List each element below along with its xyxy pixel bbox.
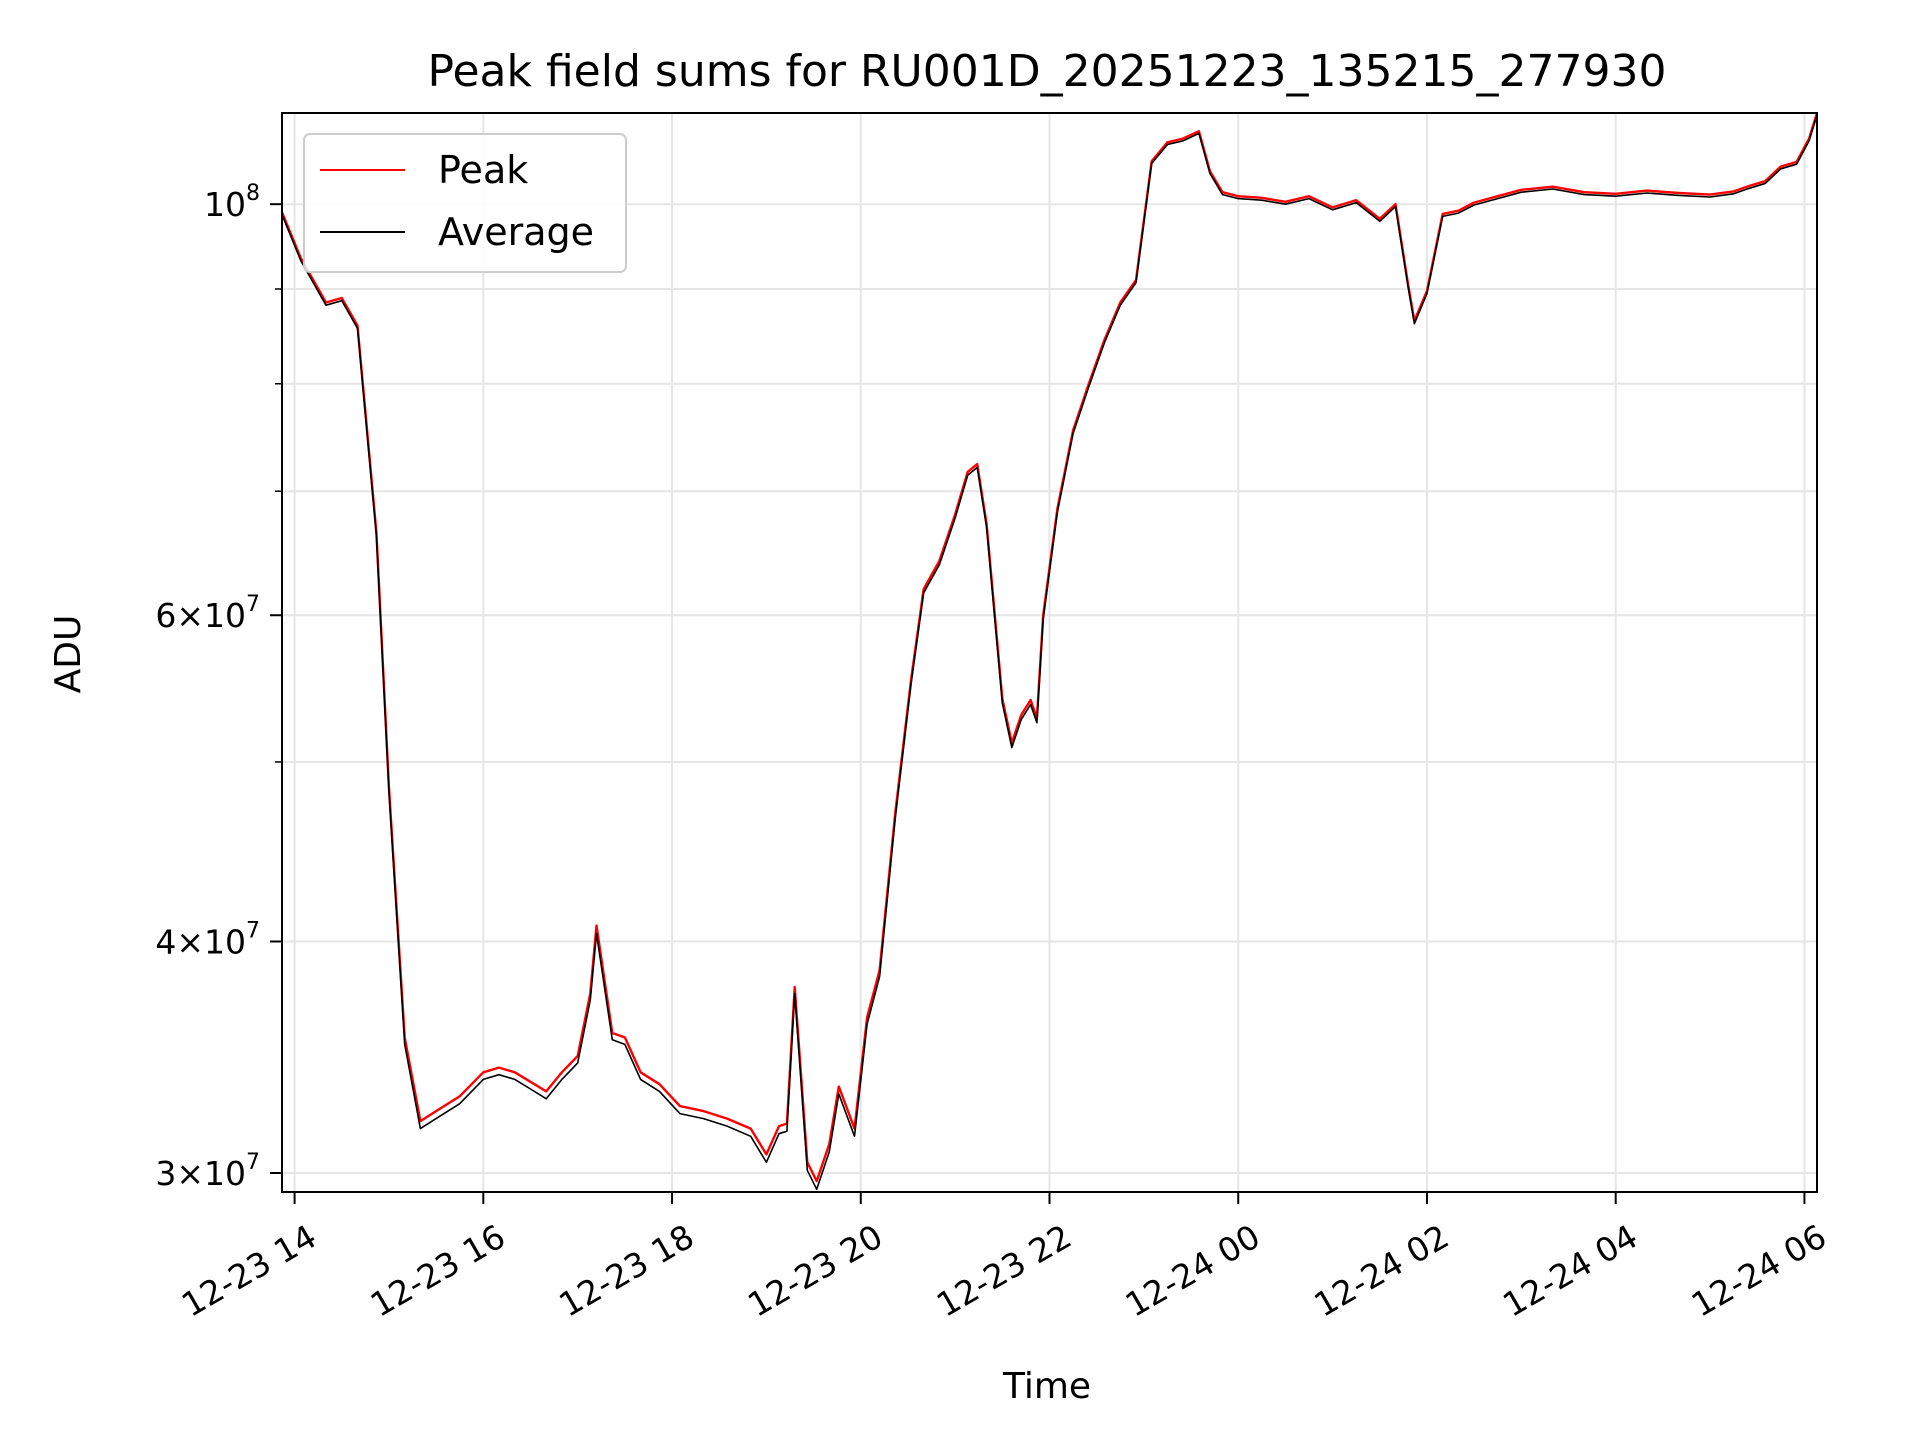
y-tick-times: × (176, 923, 204, 962)
legend-label-average: Average (438, 210, 594, 254)
y-tick-label: 3×107 (155, 1150, 260, 1193)
legend-box (303, 133, 627, 273)
y-tick-exponent: 8 (246, 181, 260, 206)
y-tick-exponent: 7 (246, 592, 260, 617)
y-tick-label: 6×107 (155, 592, 260, 635)
y-tick-exponent: 7 (246, 1150, 260, 1175)
y-axis-label: ADU (48, 615, 89, 694)
y-tick-exponent: 7 (246, 919, 260, 944)
y-tick-times: × (176, 1154, 204, 1193)
y-tick-label: 108 (204, 181, 260, 224)
series-line-average (281, 114, 1818, 1191)
grid (282, 113, 1817, 1192)
legend-label-peak: Peak (438, 148, 528, 192)
y-tick-base: 10 (204, 1154, 246, 1193)
chart-title: Peak field sums for RU001D_20251223_1352… (428, 46, 1667, 97)
y-tick-base: 10 (204, 923, 246, 962)
y-tick-base: 10 (204, 185, 246, 224)
y-tick-times: × (176, 596, 204, 635)
y-tick-mantissa: 4 (155, 923, 176, 962)
legend: Peak Average (303, 133, 627, 273)
series-lines (280, 112, 1819, 1191)
y-tick-mantissa: 3 (155, 1154, 176, 1193)
x-axis-label: Time (1002, 1366, 1091, 1407)
y-tick-label: 4×107 (155, 919, 260, 962)
y-tick-base: 10 (204, 596, 246, 635)
y-tick-mantissa: 6 (155, 596, 176, 635)
